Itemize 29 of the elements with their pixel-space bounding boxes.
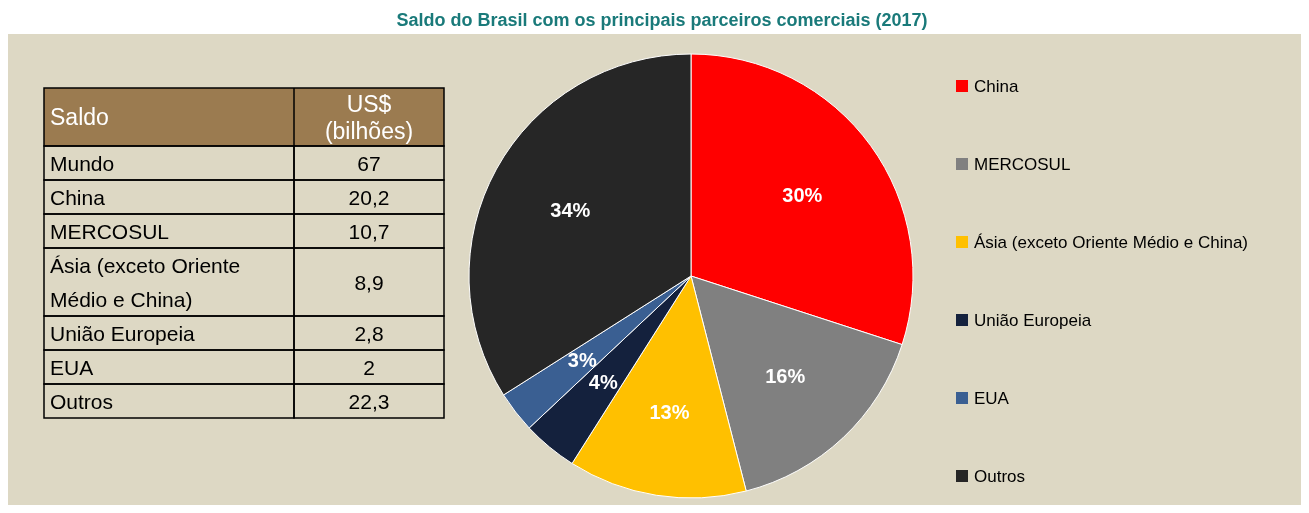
category-label: MERCOSUL (50, 220, 170, 243)
text: 2,8 (354, 321, 384, 345)
category-label: União Europeia (50, 322, 196, 345)
legend-label: Outros (974, 466, 1026, 486)
legend-label: China (974, 76, 1019, 96)
category-label: Outros (50, 390, 114, 413)
data-label: 3% (567, 349, 597, 372)
chart-title: Saldo do Brasil com os principais parceiros comerciais (2017) (396, 10, 928, 30)
data-label: 34% (550, 198, 591, 221)
legend-label: MERCOSUL (974, 154, 1071, 174)
text: 10,7 (348, 219, 390, 243)
text: 67 (357, 151, 381, 175)
category-label: EUA (50, 356, 94, 379)
category-label: Ásia (exceto Oriente Médio e China) (50, 254, 241, 311)
text: 2 (363, 355, 375, 379)
text: Saldo (50, 104, 109, 130)
legend-label: União Europeia (974, 310, 1092, 330)
category-label: Mundo (50, 152, 115, 175)
category-label: China (50, 186, 106, 209)
data-label: 30% (782, 184, 823, 207)
legend-label: EUA (974, 388, 1010, 408)
legend-label: Ásia (exceto Oriente Médio e China) (974, 232, 1249, 252)
data-label: 13% (649, 400, 690, 423)
data-label: 4% (588, 371, 618, 394)
text: 20,2 (348, 185, 390, 209)
text: 22,3 (348, 389, 390, 413)
text: US$ (bilhões) (324, 91, 414, 144)
data-label: 16% (765, 365, 806, 388)
text: 8,9 (354, 270, 384, 294)
